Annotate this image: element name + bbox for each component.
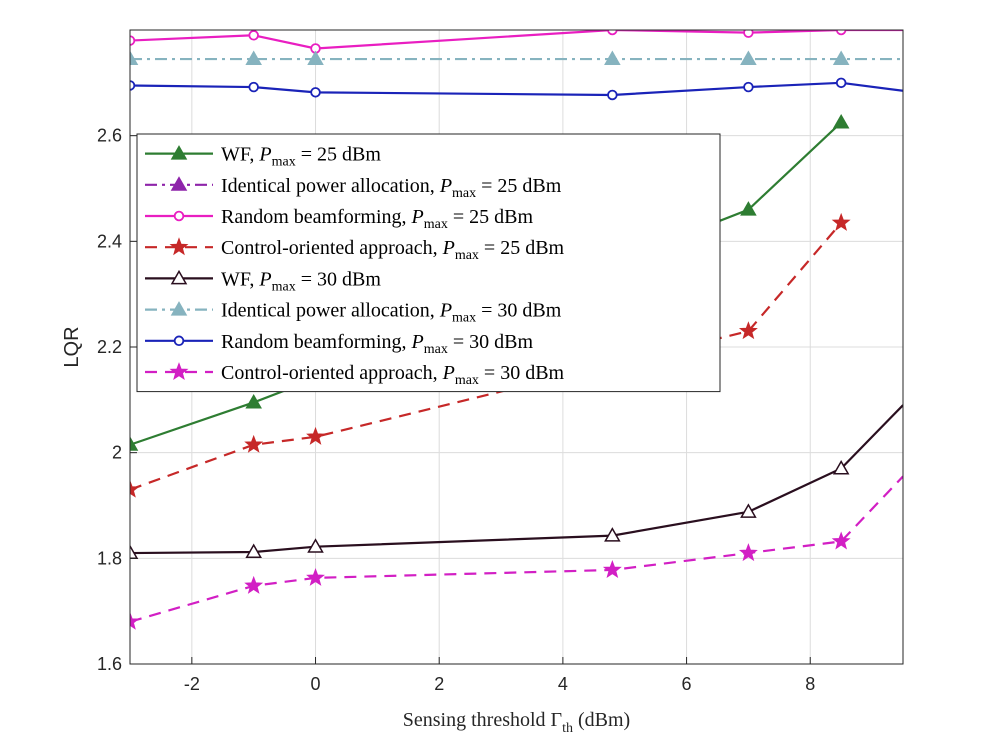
series-line [130, 222, 842, 491]
data-point-marker [607, 30, 618, 36]
data-point-marker [607, 89, 618, 101]
data-point-marker [170, 301, 188, 316]
data-point-marker [602, 560, 622, 578]
legend-label: Control-oriented approach, Pmax = 25 dBm [221, 237, 565, 263]
legend-label: Random beamforming, Pmax = 25 dBm [221, 206, 533, 232]
data-point-marker [173, 335, 185, 347]
data-point-marker [244, 434, 264, 453]
data-point-marker [130, 611, 140, 630]
data-point-marker [170, 176, 188, 191]
data-point-marker [244, 575, 264, 594]
data-point-marker [245, 543, 262, 558]
data-point-marker [831, 531, 851, 550]
series-4 [130, 212, 851, 498]
data-point-marker [832, 113, 850, 129]
x-tick-label: -2 [184, 674, 200, 694]
legend-label: Control-oriented approach, Pmax = 30 dBm [221, 362, 565, 388]
data-point-marker [831, 212, 851, 231]
legend-entry: Identical power allocation, Pmax = 25 dB… [145, 175, 562, 201]
data-point-marker [170, 145, 188, 160]
legend-entry: Random beamforming, Pmax = 25 dBm [145, 206, 533, 232]
data-point-marker [170, 269, 188, 285]
data-point-marker [306, 426, 325, 445]
data-point-marker [604, 50, 621, 66]
legend-entry: Control-oriented approach, Pmax = 30 dBm [145, 362, 565, 388]
data-point-marker [743, 81, 754, 93]
data-point-marker [832, 460, 850, 475]
y-tick-label: 1.6 [97, 654, 122, 674]
data-point-marker [307, 538, 324, 553]
x-axis-label-sub: th [562, 721, 573, 736]
x-tick-label: 8 [805, 674, 815, 694]
x-tick-label: 6 [682, 674, 692, 694]
data-point-marker [245, 50, 262, 66]
data-point-marker [604, 527, 621, 542]
x-tick-label: 2 [434, 674, 444, 694]
y-axis-label: LQR [61, 326, 83, 367]
data-point-marker [130, 436, 139, 451]
data-point-marker [740, 503, 757, 518]
legend-label: Identical power allocation, Pmax = 30 dB… [221, 300, 562, 326]
x-axis-label: Sensing threshold Γth (dBm) [403, 709, 630, 736]
data-point-marker [738, 321, 758, 340]
series-8 [130, 475, 903, 630]
data-point-marker [835, 77, 847, 89]
data-point-marker [173, 210, 185, 222]
x-tick-label: 0 [311, 674, 321, 694]
data-point-marker [130, 544, 139, 560]
data-point-marker [740, 201, 757, 216]
legend-box [136, 133, 721, 393]
data-point-marker [130, 479, 140, 498]
legend-entry: WF, Pmax = 25 dBm [145, 144, 381, 170]
data-point-marker [832, 50, 850, 66]
legend-label: Identical power allocation, Pmax = 25 dB… [221, 175, 562, 201]
data-point-marker [169, 362, 189, 381]
y-tick-label: 2.6 [97, 126, 122, 146]
legend-label: WF, Pmax = 30 dBm [221, 268, 381, 294]
data-point-marker [306, 567, 325, 586]
data-point-marker [169, 237, 189, 256]
y-tick-label: 1.8 [97, 548, 122, 568]
data-point-marker [245, 393, 262, 409]
x-axis-label-unit: (dBm) [573, 709, 630, 731]
data-point-marker [743, 30, 754, 38]
data-point-marker [740, 50, 757, 66]
data-point-marker [310, 87, 321, 98]
legend-label: Random beamforming, Pmax = 30 dBm [221, 331, 533, 357]
legend-entry: Random beamforming, Pmax = 30 dBm [145, 331, 533, 357]
data-point-marker [307, 50, 324, 66]
series-6 [130, 50, 903, 66]
series-7 [130, 77, 903, 101]
legend-entry: WF, Pmax = 30 dBm [145, 268, 381, 294]
data-point-marker [130, 50, 139, 66]
legend-entry: Control-oriented approach, Pmax = 25 dBm [145, 237, 565, 263]
y-tick-label: 2.2 [97, 337, 122, 357]
data-point-marker [835, 30, 847, 36]
legend-label: WF, Pmax = 25 dBm [221, 144, 381, 170]
legend-entry: Identical power allocation, Pmax = 30 dB… [145, 300, 562, 326]
x-axis-label-main: Sensing threshold Γ [403, 709, 562, 731]
data-point-marker [248, 81, 259, 93]
x-tick-label: 4 [558, 674, 568, 694]
y-tick-label: 2 [112, 443, 122, 463]
data-point-marker [248, 30, 259, 41]
series-5 [130, 404, 903, 560]
y-tick-label: 2.4 [97, 231, 122, 251]
legend: WF, Pmax = 25 dBm Identical power allocat… [136, 133, 721, 393]
series-3 [130, 30, 903, 54]
tick-labels: -2 0 2 4 6 8 1.6 1.8 2 2.2 2.4 2.6 [97, 126, 815, 694]
data-point-marker [738, 543, 758, 562]
